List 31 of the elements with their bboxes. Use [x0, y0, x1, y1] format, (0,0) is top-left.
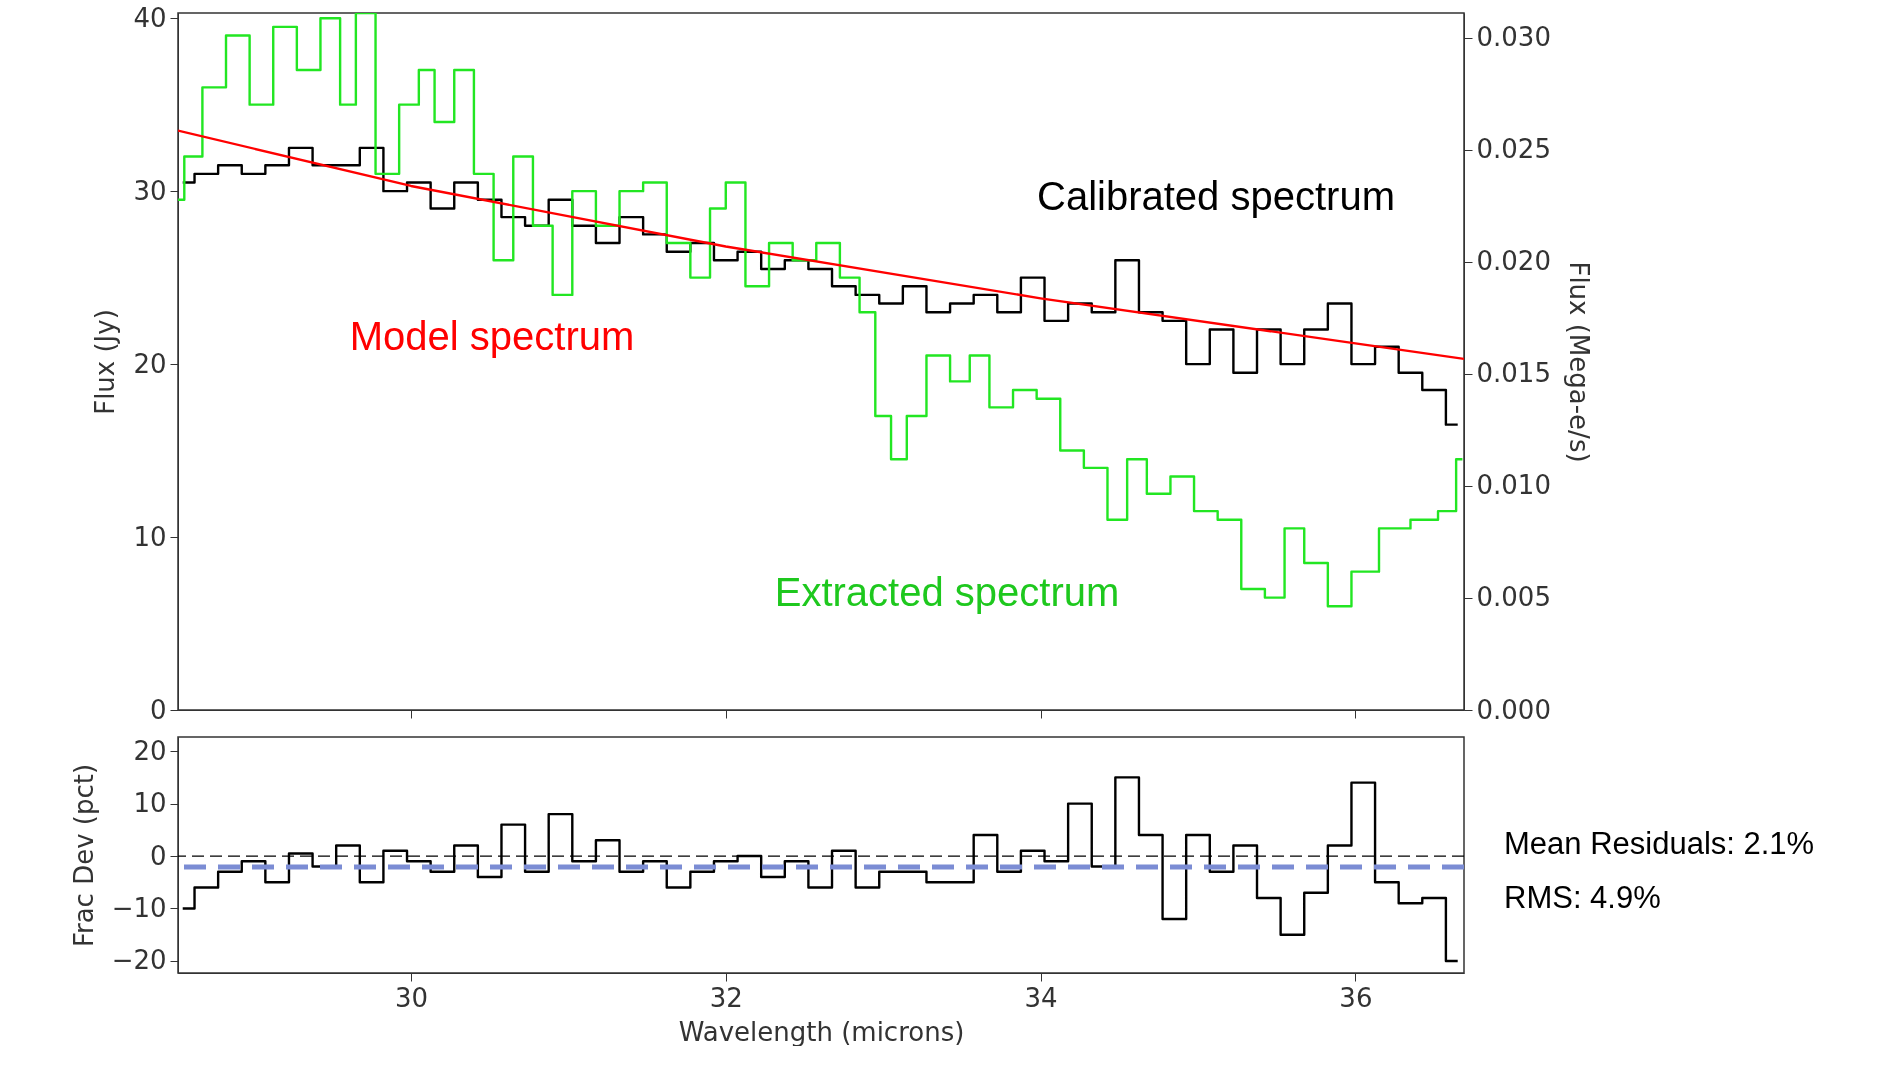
- y2-tick-label: 0.005: [1476, 582, 1551, 613]
- y-tick-label: −20: [111, 945, 167, 976]
- y-tick-label: 40: [133, 2, 167, 33]
- y-tick-label: 20: [133, 735, 167, 766]
- series-label: Extracted spectrum: [774, 570, 1120, 614]
- x-tick-label: 32: [709, 982, 743, 1013]
- x-tick-label: 34: [1024, 982, 1058, 1013]
- y-tick-label: 0: [149, 694, 167, 725]
- text: Mean Residuals: 2.1%: [1504, 826, 1815, 861]
- text: RMS: 4.9%: [1504, 880, 1661, 915]
- series-label: Calibrated spectrum: [1037, 174, 1395, 218]
- y-axis-title: Flux (Jy): [90, 309, 121, 415]
- y-tick-label: 10: [133, 788, 167, 819]
- y-tick-label: 30: [133, 175, 167, 206]
- y2-tick-label: 0.020: [1476, 246, 1551, 277]
- y-tick-label: 0: [149, 840, 167, 871]
- y2-tick-label: 0.010: [1476, 470, 1551, 501]
- x-tick-label: 30: [394, 982, 429, 1013]
- y2-tick-label: 0.000: [1476, 694, 1551, 725]
- y2-axis-title: Flux (Mega-e/s): [1563, 261, 1594, 463]
- y2-tick-label: 0.015: [1476, 358, 1551, 389]
- y-axis-title: Frac Dev (pct): [68, 763, 99, 948]
- x-tick-label: 36: [1339, 982, 1373, 1013]
- y2-tick-label: 0.030: [1476, 22, 1551, 53]
- y2-tick-label: 0.025: [1476, 134, 1551, 165]
- y-tick-label: 20: [133, 348, 167, 379]
- y-tick-label: −10: [111, 892, 167, 923]
- y-tick-label: 10: [133, 521, 167, 552]
- x-axis-title: Wavelength (microns): [678, 1016, 965, 1047]
- line-series: [178, 129, 1464, 361]
- text: Model spectrum: [349, 314, 635, 358]
